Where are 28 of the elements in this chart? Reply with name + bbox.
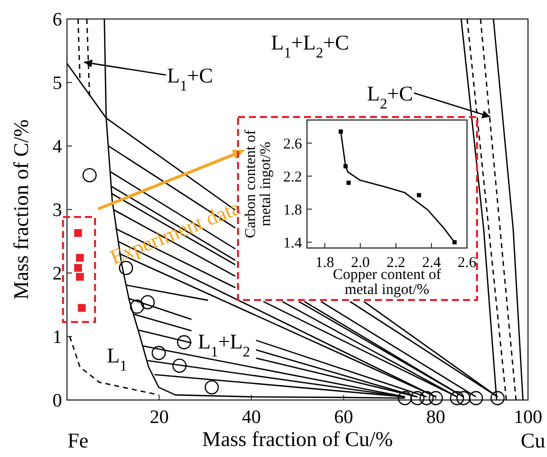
y-tick-label: 1.8: [283, 202, 302, 218]
annotation: L$_{1}$: [106, 343, 128, 374]
y-tick-label: 5: [52, 73, 62, 94]
annotation: L$_{1}$+C: [166, 63, 214, 94]
y-tick-label: 1: [52, 327, 62, 348]
y-tick-label: 3: [52, 200, 62, 222]
annotation: L$_{1}$+L$_{2}$: [198, 329, 250, 360]
y-tick-label: 6: [52, 10, 62, 31]
y-axis-title: Mass fraction of C/%: [9, 119, 33, 300]
x-tick-label: 100: [514, 407, 542, 428]
y-tick-label: 4: [52, 136, 62, 158]
y-tick-label: 2.2: [283, 169, 302, 186]
y-tick-label: 2: [52, 264, 62, 285]
x-axis-title: Mass fraction of Cu/%: [202, 427, 393, 451]
y-tick-label: 2.6: [283, 136, 302, 152]
y-axis-title: Carbon content of metal ingot/%: [243, 130, 274, 238]
x-tick-label: 2.6: [458, 255, 477, 271]
x-tick-label: 80: [426, 407, 446, 428]
y-tick-label: 0: [52, 390, 62, 412]
y-tick-label: 1.4: [283, 235, 302, 252]
x-tick-label: 60: [334, 407, 354, 428]
x-tick-label: 20: [150, 407, 169, 428]
text: Cu: [520, 428, 546, 452]
x-tick-label: 40: [242, 407, 261, 428]
x-tick-label: 1.8: [315, 255, 334, 271]
annotation: L$_{1}$+L$_{2}$+C: [270, 30, 350, 62]
text: Fe: [68, 428, 88, 452]
annotation: L$_{2}$+C: [366, 81, 414, 112]
